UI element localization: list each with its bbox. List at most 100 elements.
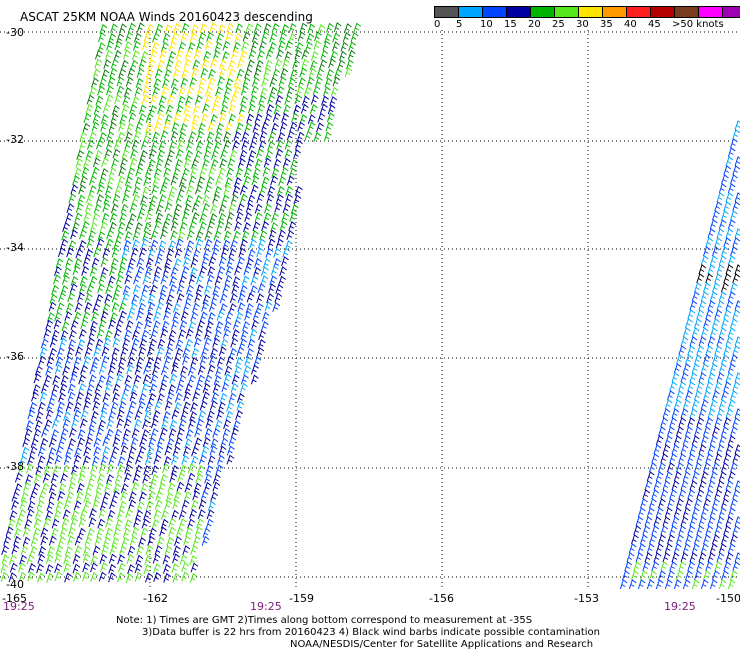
wind-barb	[41, 482, 50, 493]
wind-barb	[642, 489, 651, 500]
wind-barb	[256, 193, 265, 204]
wind-barb	[210, 347, 218, 358]
wind-barb	[315, 76, 323, 87]
wind-barb	[105, 139, 114, 150]
wind-barb	[77, 428, 86, 439]
wind-barb	[45, 319, 54, 330]
wind-barb	[114, 284, 122, 295]
wind-barb	[65, 302, 74, 313]
wind-barb	[257, 238, 266, 249]
wind-barb	[707, 444, 716, 455]
wind-barb	[204, 374, 213, 385]
wind-barb	[178, 418, 187, 429]
wind-barb	[246, 292, 255, 303]
wind-barb	[182, 545, 191, 556]
wind-barb	[251, 319, 259, 330]
wind-barb	[90, 320, 98, 331]
wind-barb	[730, 318, 738, 329]
wind-barb	[658, 462, 666, 473]
wind-barb	[106, 464, 115, 475]
wind-barb	[163, 68, 172, 79]
wind-barb	[732, 129, 740, 140]
wind-barb	[130, 437, 139, 448]
wind-barb	[716, 372, 725, 383]
wind-barb	[212, 49, 221, 60]
wind-barb	[79, 229, 87, 240]
wind-barb	[251, 364, 259, 375]
wind-barb	[28, 562, 36, 573]
wind-barb	[38, 355, 47, 366]
wind-barb	[676, 462, 684, 473]
wind-barb	[709, 363, 718, 374]
wind-barb	[685, 570, 693, 581]
wind-barb	[734, 444, 740, 455]
wind-barb	[312, 85, 321, 96]
wind-barb	[254, 203, 263, 214]
wind-barb	[125, 508, 133, 519]
wind-barb	[649, 462, 657, 473]
wind-barb	[141, 40, 150, 51]
wind-barb	[37, 446, 46, 457]
wind-barb	[174, 401, 182, 412]
legend-swatch	[650, 6, 675, 18]
wind-barb	[235, 23, 243, 34]
wind-barb	[208, 68, 216, 79]
wind-barb	[160, 229, 168, 240]
wind-barb	[143, 221, 152, 232]
wind-barb	[32, 482, 41, 493]
wind-barb	[90, 464, 98, 475]
wind-barb	[126, 455, 134, 466]
wind-barb	[673, 543, 682, 554]
wind-barb	[130, 384, 139, 395]
wind-barb	[236, 203, 245, 214]
wind-barb	[251, 32, 260, 43]
wind-barb	[252, 310, 261, 321]
wind-barb	[651, 561, 660, 572]
wind-barb	[54, 553, 62, 564]
wind-barb	[190, 544, 198, 555]
wind-barb	[187, 365, 196, 376]
wind-barb	[143, 510, 151, 521]
wind-barb	[256, 148, 264, 159]
wind-barb	[261, 31, 270, 42]
wind-barb	[36, 563, 44, 574]
wind-barb	[49, 337, 58, 348]
wind-barb	[180, 31, 189, 42]
wind-barb	[136, 265, 145, 276]
wind-barb	[246, 348, 254, 359]
wind-barb	[63, 267, 71, 278]
wind-barb	[671, 408, 680, 419]
wind-barb	[184, 49, 193, 60]
wind-barb	[179, 221, 188, 232]
wind-barb	[732, 561, 740, 572]
wind-barb	[79, 465, 88, 476]
wind-barb	[214, 419, 223, 430]
wind-barb	[52, 374, 61, 385]
wind-barb	[244, 211, 252, 222]
wind-barb	[204, 329, 212, 340]
wind-barb	[109, 221, 117, 232]
wind-barb	[223, 373, 232, 384]
wind-barb	[139, 149, 148, 160]
wind-barb	[89, 266, 98, 277]
wind-barb	[182, 347, 191, 358]
wind-barb	[141, 429, 150, 440]
wind-barb	[178, 374, 187, 385]
wind-barb	[101, 212, 110, 223]
wind-barb	[269, 275, 278, 286]
wind-barb	[107, 509, 116, 520]
wind-barb	[325, 121, 334, 132]
wind-barb	[279, 121, 288, 132]
wind-barb	[74, 167, 82, 178]
wind-barb	[196, 85, 205, 96]
wind-barb	[143, 465, 152, 476]
wind-barb	[660, 561, 669, 572]
wind-barb	[712, 246, 720, 257]
wind-barb	[153, 563, 161, 574]
wind-barb	[44, 419, 53, 430]
wind-barb	[164, 23, 173, 34]
wind-barb	[154, 68, 163, 79]
wind-barb	[124, 184, 132, 195]
wind-barb	[139, 203, 148, 214]
wind-barb	[317, 23, 326, 34]
